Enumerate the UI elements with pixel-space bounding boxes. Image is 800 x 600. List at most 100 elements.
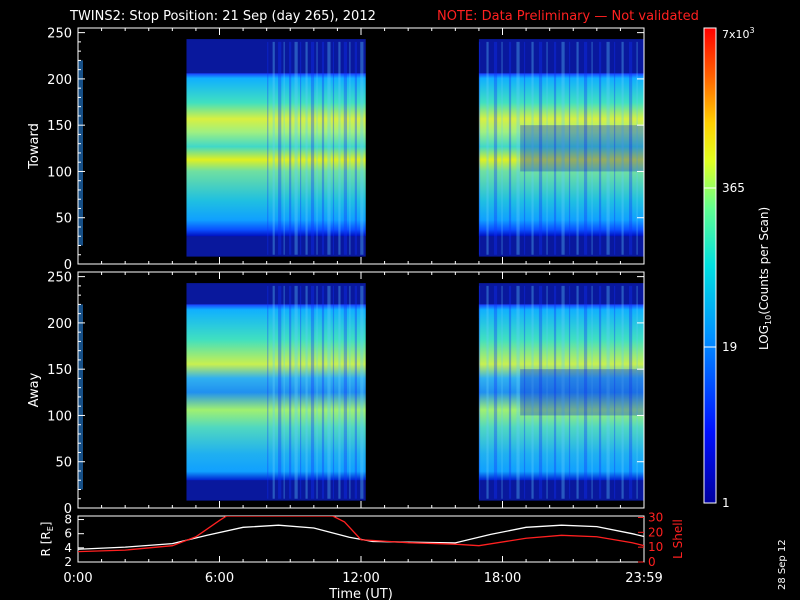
streak	[636, 285, 638, 499]
x-tick-label: 12:00	[342, 571, 379, 586]
toward-panel: 0 50 100 150 200 250 Toward	[27, 27, 645, 273]
streak	[289, 285, 292, 499]
streak	[561, 41, 565, 255]
streak	[568, 41, 571, 255]
y-axis-label: Toward	[27, 123, 42, 170]
streak	[272, 285, 275, 499]
y-tick-label: 50	[55, 212, 72, 227]
colorbar-tick-label: 1	[722, 496, 730, 510]
streak	[591, 41, 593, 255]
intensity-band	[478, 73, 644, 237]
y-tick-label: 2	[64, 555, 72, 569]
y-tick-label: 100	[47, 165, 72, 180]
streak	[267, 285, 269, 499]
streak	[501, 285, 503, 499]
streak	[576, 285, 579, 499]
streak	[299, 41, 302, 255]
streak	[338, 41, 341, 255]
streak	[349, 41, 351, 255]
streak	[628, 285, 633, 499]
streak	[591, 285, 593, 499]
streak	[621, 41, 624, 255]
streak	[283, 41, 285, 255]
y-axis-label: Away	[27, 372, 42, 407]
streak	[583, 285, 588, 499]
streak	[305, 285, 308, 499]
away-panel: 0 50 100 150 200 250 Away	[27, 271, 645, 517]
streak	[553, 41, 557, 255]
streak	[343, 41, 348, 255]
streak	[305, 41, 308, 255]
streak	[360, 285, 364, 499]
x-tick-label: 23:59	[625, 571, 662, 586]
y-right-tick-label: 20	[648, 525, 663, 539]
streak	[272, 41, 275, 255]
streak	[321, 285, 325, 499]
orbit-left-label: R [RE]	[39, 522, 55, 557]
y-tick-label: 0	[64, 258, 72, 273]
y-right-tick-label: 0	[648, 555, 656, 569]
band-shade	[520, 125, 644, 172]
streak	[621, 285, 624, 499]
streak	[576, 41, 579, 255]
streak	[278, 41, 282, 255]
y-tick-label: 150	[47, 119, 72, 134]
intensity-band	[186, 304, 366, 481]
streak	[568, 285, 571, 499]
colorbar: 1 19 365 LOG10(Counts per Scan) 7x103	[703, 26, 773, 510]
colorbar-label: LOG10(Counts per Scan)	[757, 207, 773, 350]
streak	[628, 41, 633, 255]
streak	[598, 285, 602, 499]
halo-top	[186, 39, 366, 75]
streak	[538, 285, 543, 499]
streak	[606, 41, 610, 255]
streak	[338, 285, 341, 499]
streak	[508, 41, 512, 255]
y-right-tick-label: 10	[648, 540, 663, 554]
streak	[310, 285, 315, 499]
streak	[343, 285, 348, 499]
streak	[553, 285, 557, 499]
data-note: NOTE: Data Preliminary — Not validated	[437, 9, 699, 24]
radius-line	[78, 524, 644, 550]
y-tick-label: 8	[64, 513, 72, 527]
colorbar-gradient	[703, 27, 717, 504]
streak	[606, 285, 610, 499]
streak	[321, 41, 325, 255]
streak	[332, 41, 335, 255]
x-axis-label: Time (UT)	[328, 587, 393, 600]
y-tick-label: 50	[55, 456, 72, 471]
y-tick-label: 4	[64, 541, 72, 555]
streak	[316, 285, 318, 499]
orbit-right-label: L Shell	[671, 519, 685, 559]
streak	[501, 41, 503, 255]
streak	[583, 41, 588, 255]
streak	[493, 41, 498, 255]
streak	[508, 285, 512, 499]
streak	[299, 285, 302, 499]
x-tick-label: 0:00	[63, 571, 92, 586]
streak	[349, 285, 351, 499]
y-tick-label: 200	[47, 317, 72, 332]
colorbar-tick-label: 365	[722, 181, 745, 195]
streak	[531, 41, 534, 255]
streak	[546, 41, 548, 255]
lshell-line	[78, 516, 644, 553]
streak	[561, 285, 565, 499]
y-tick-label: 100	[47, 409, 72, 424]
streak	[310, 41, 315, 255]
streak	[278, 285, 282, 499]
streak	[327, 41, 331, 255]
y-tick-label: 150	[47, 363, 72, 378]
streak	[267, 41, 269, 255]
streak	[283, 285, 285, 499]
streak	[332, 285, 335, 499]
colorbar-tick-label: 19	[722, 340, 737, 354]
x-tick-label: 18:00	[484, 571, 521, 586]
streak	[531, 285, 534, 499]
colorbar-top-label: 7x103	[722, 26, 755, 41]
y-tick-label: 200	[47, 73, 72, 88]
streak	[613, 41, 616, 255]
halo-top	[478, 39, 644, 75]
